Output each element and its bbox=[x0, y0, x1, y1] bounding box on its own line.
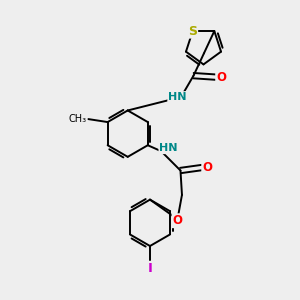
Text: O: O bbox=[172, 214, 182, 227]
Text: HN: HN bbox=[168, 92, 187, 102]
Text: I: I bbox=[148, 262, 152, 275]
Text: CH₃: CH₃ bbox=[69, 114, 87, 124]
Text: O: O bbox=[202, 161, 212, 174]
Text: HN: HN bbox=[159, 143, 178, 153]
Text: S: S bbox=[188, 25, 197, 38]
Text: O: O bbox=[216, 70, 226, 84]
